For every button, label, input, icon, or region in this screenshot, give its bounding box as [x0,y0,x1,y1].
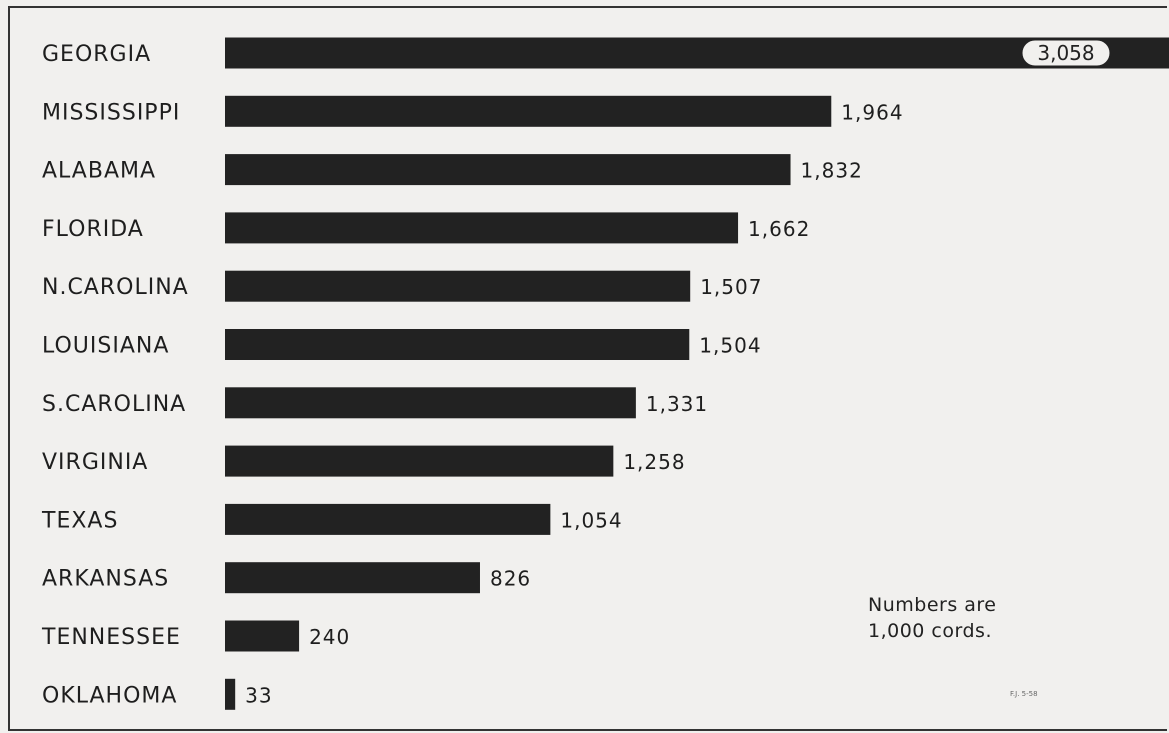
bar [225,678,236,710]
bar [225,212,739,244]
value-label: 3,058 [1037,41,1094,65]
category-label: GEORGIA [42,42,151,67]
category-label: OKLAHOMA [42,683,177,708]
corner-mark: F.J. 5-58 [1010,690,1038,698]
category-label: ALABAMA [42,159,156,184]
units-note-line-2: 1,000 cords. [868,620,992,642]
value-label: 1,662 [748,217,810,241]
bar [225,37,1169,69]
value-label: 1,054 [560,508,622,532]
category-label: FLORIDA [42,217,144,242]
value-label: 1,331 [646,392,708,416]
value-label: 1,832 [801,159,863,183]
value-label: 826 [490,567,531,591]
value-label: 1,507 [700,275,762,299]
bar [225,503,551,535]
bar [225,95,832,127]
value-label: 1,504 [699,334,761,358]
bar-chart: GEORGIA 3,058 MISSISSIPPI 1,964 ALABAMA 1,832… [41,37,1169,710]
category-label: S.CAROLINA [42,392,186,417]
category-label: N.CAROLINA [42,275,189,300]
category-label: TEXAS [41,508,118,533]
value-label-pill [1022,40,1110,66]
bar [225,270,691,302]
bar [225,154,791,186]
bar [225,445,614,477]
value-label: 1,964 [841,100,903,124]
category-label: LOUISIANA [42,334,169,359]
bar [225,620,300,652]
bar [225,387,636,419]
value-label: 240 [309,625,350,649]
category-label: VIRGINIA [42,450,148,475]
units-note: Numbers are 1,000 cords. [868,592,997,644]
chart-frame: GEORGIA 3,058 MISSISSIPPI 1,964 ALABAMA 1,832… [8,6,1169,731]
category-label: TENNESSEE [41,625,181,650]
bar [225,562,480,594]
bar [225,329,690,360]
units-note-line-1: Numbers are [868,594,997,616]
category-label: ARKANSAS [42,567,169,592]
category-label: MISSISSIPPI [42,100,180,125]
value-label: 33 [245,683,272,707]
value-label: 1,258 [623,450,685,474]
